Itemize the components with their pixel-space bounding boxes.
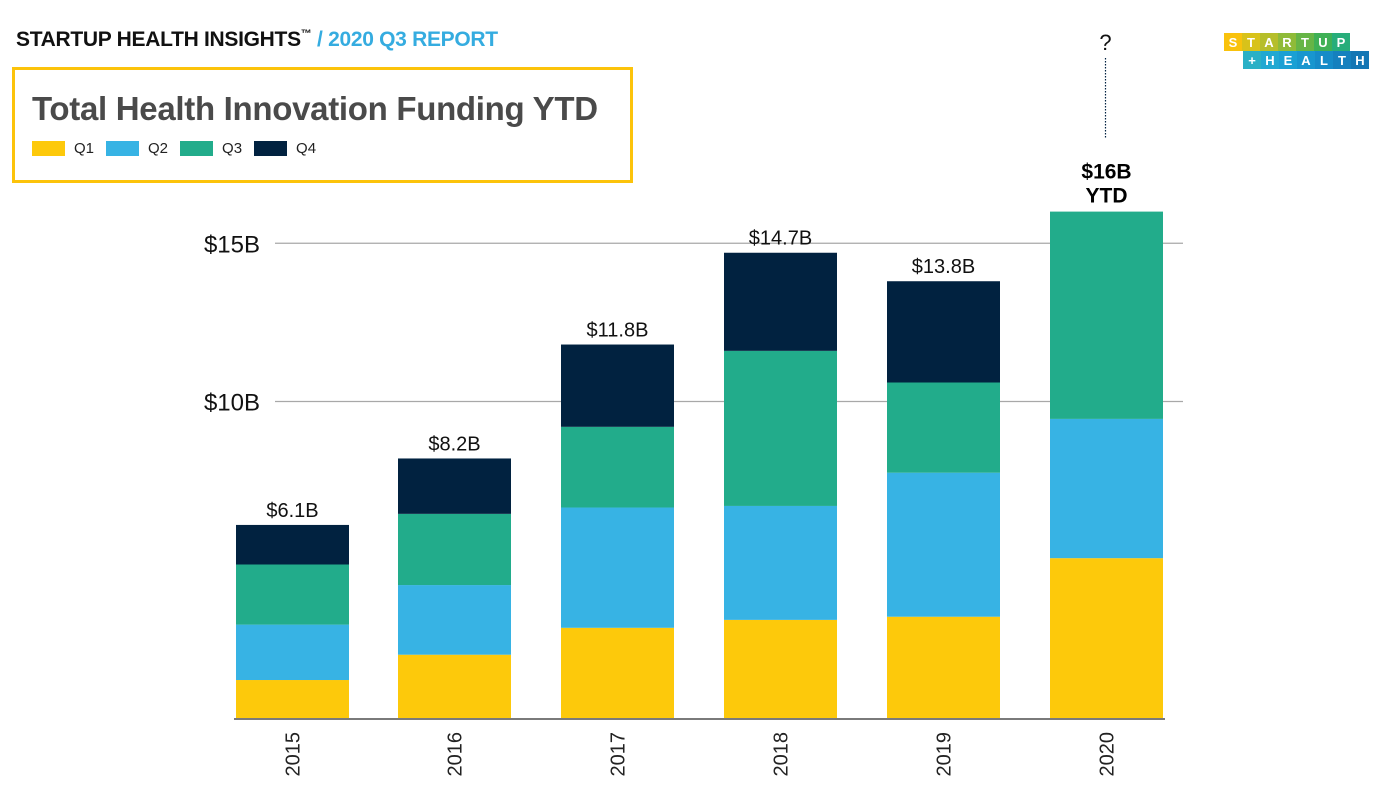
logo-letter: R bbox=[1278, 33, 1296, 51]
x-tick-label: 2018 bbox=[771, 732, 793, 777]
pending-q4-label: ? bbox=[1099, 30, 1111, 55]
legend-item-q2: Q2 bbox=[106, 140, 168, 157]
logo-letter: U bbox=[1314, 33, 1332, 51]
bar-segment-q2 bbox=[398, 585, 511, 655]
total-label: $14.7B bbox=[749, 228, 812, 250]
total-label: $16B bbox=[1081, 161, 1131, 184]
chart-title-box: Total Health Innovation Funding YTD Q1 Q… bbox=[12, 67, 633, 183]
bar-segment-q2 bbox=[1050, 418, 1163, 559]
bar-segment-q1 bbox=[398, 654, 511, 718]
bar-segment-q1 bbox=[236, 680, 349, 718]
total-label: $8.2B bbox=[428, 433, 480, 455]
bar-segment-q1 bbox=[887, 616, 1000, 718]
legend-swatch-q1 bbox=[32, 141, 65, 156]
logo-letter: L bbox=[1315, 51, 1333, 69]
x-tick-label: 2016 bbox=[445, 732, 467, 777]
bar-segment-q4 bbox=[561, 344, 674, 427]
bar-segment-q3 bbox=[236, 564, 349, 625]
bar-segment-q3 bbox=[1050, 211, 1163, 419]
total-label: $11.8B bbox=[587, 320, 649, 342]
bar-segment-q2 bbox=[236, 624, 349, 681]
legend-swatch-q4 bbox=[254, 141, 288, 156]
legend-swatch-q3 bbox=[180, 141, 214, 156]
report-header: STARTUP HEALTH INSIGHTS™ / 2020 Q3 REPOR… bbox=[16, 28, 498, 52]
bar-segment-q1 bbox=[724, 619, 837, 718]
legend-item-q4: Q4 bbox=[254, 140, 316, 157]
logo-letter: H bbox=[1351, 51, 1369, 69]
x-tick-label: 2020 bbox=[1097, 732, 1119, 777]
chart-title: Total Health Innovation Funding YTD bbox=[32, 90, 598, 127]
logo-letter: S bbox=[1224, 33, 1242, 51]
logo-letter: + bbox=[1243, 51, 1261, 69]
total-label: $13.8B bbox=[912, 256, 975, 278]
report-brand: STARTUP HEALTH INSIGHTS bbox=[16, 28, 301, 51]
bar-segment-q3 bbox=[887, 382, 1000, 473]
bar-segment-q1 bbox=[561, 627, 674, 718]
logo-letter: T bbox=[1242, 33, 1260, 51]
x-tick-label: 2019 bbox=[934, 732, 956, 777]
bar-segment-q4 bbox=[887, 281, 1000, 383]
logo-letter: A bbox=[1297, 51, 1315, 69]
logo-letter: P bbox=[1332, 33, 1350, 51]
bar-segment-q3 bbox=[398, 513, 511, 586]
trademark-symbol: ™ bbox=[300, 28, 312, 40]
legend-label-q4: Q4 bbox=[296, 140, 317, 157]
legend-item-q1: Q1 bbox=[32, 140, 94, 157]
legend-label-q1: Q1 bbox=[74, 140, 95, 157]
bar-segment-q2 bbox=[561, 507, 674, 628]
bar-segment-q3 bbox=[724, 350, 837, 506]
legend-item-q3: Q3 bbox=[180, 140, 242, 157]
report-period: / 2020 Q3 REPORT bbox=[311, 28, 498, 51]
bar-segment-q4 bbox=[724, 252, 837, 351]
bar-segment-q2 bbox=[724, 505, 837, 620]
chart-legend: Q1 Q2 Q3 Q4 bbox=[32, 140, 328, 157]
legend-label-q2: Q2 bbox=[148, 140, 169, 157]
logo-letter: E bbox=[1279, 51, 1297, 69]
ytd-label: YTD bbox=[1086, 185, 1128, 208]
bar-segment-q2 bbox=[887, 472, 1000, 617]
logo-letter: H bbox=[1261, 51, 1279, 69]
x-tick-label: 2017 bbox=[608, 732, 630, 777]
y-tick-label: $10B bbox=[204, 390, 260, 417]
bar-segment-q4 bbox=[398, 458, 511, 514]
bar-segment-q1 bbox=[1050, 558, 1163, 718]
logo-row-health: + H E A L T H bbox=[1243, 51, 1369, 69]
legend-label-q3: Q3 bbox=[222, 140, 243, 157]
logo-letter: A bbox=[1260, 33, 1278, 51]
logo-letter: T bbox=[1333, 51, 1351, 69]
x-tick-label: 2015 bbox=[283, 732, 305, 777]
bar-segment-q4 bbox=[236, 524, 349, 565]
logo-letter: T bbox=[1296, 33, 1314, 51]
y-tick-label: $15B bbox=[204, 231, 260, 258]
legend-swatch-q2 bbox=[106, 141, 140, 156]
total-label: $6.1B bbox=[266, 500, 318, 522]
bar-segment-q3 bbox=[561, 426, 674, 508]
